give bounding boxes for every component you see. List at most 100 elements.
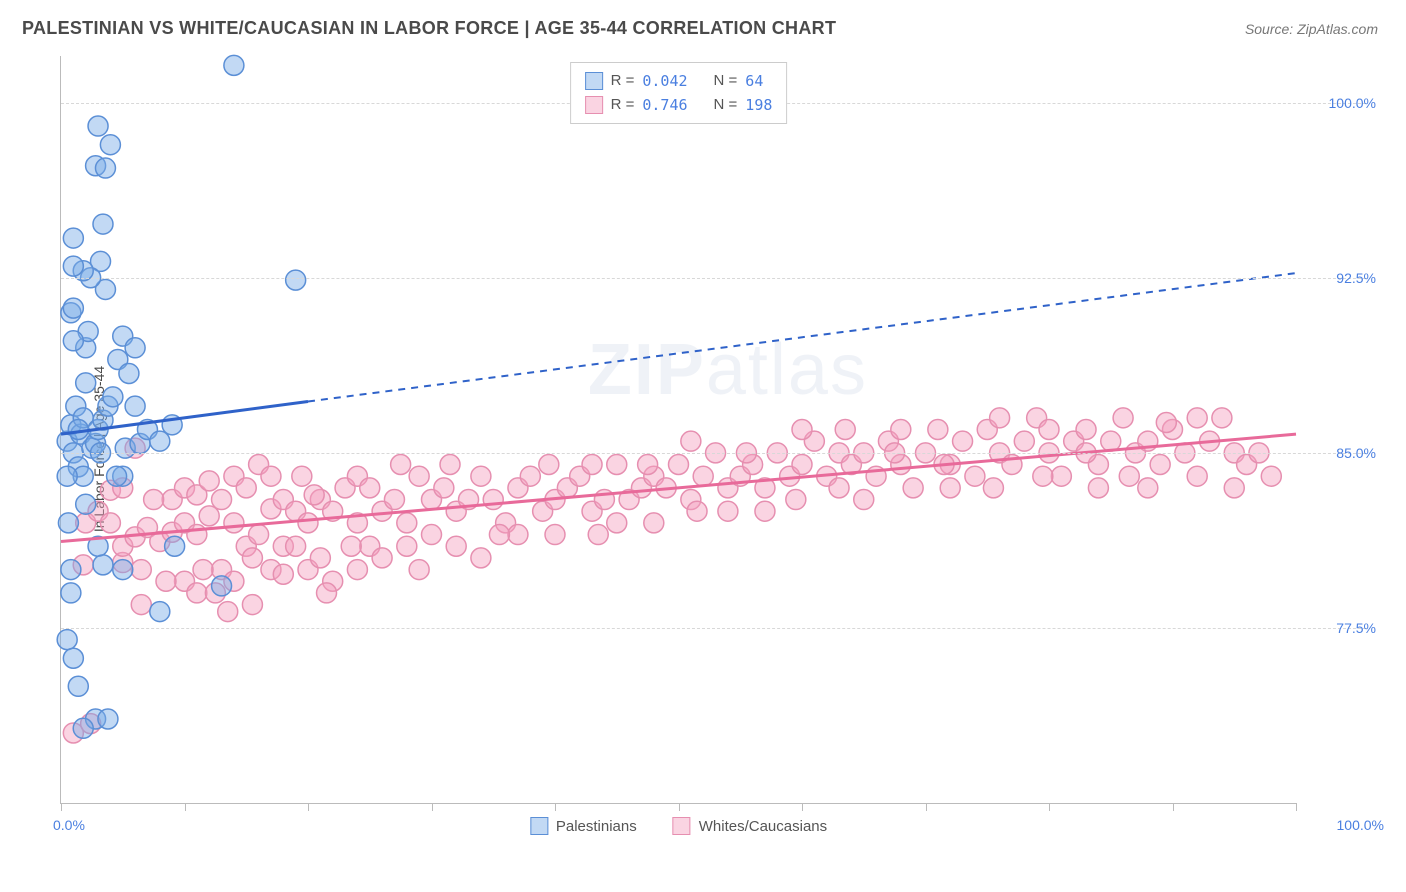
data-point-a <box>107 466 127 486</box>
n-label: N = <box>714 93 738 117</box>
data-point-b <box>792 455 812 475</box>
data-point-a <box>93 555 113 575</box>
data-point-b <box>261 466 281 486</box>
data-point-b <box>891 420 911 440</box>
data-point-b <box>372 548 392 568</box>
x-max-label: 100.0% <box>1337 817 1384 833</box>
data-point-b <box>1076 420 1096 440</box>
data-point-b <box>1113 408 1133 428</box>
data-point-b <box>187 583 207 603</box>
data-point-a <box>61 560 81 580</box>
data-point-a <box>119 363 139 383</box>
data-point-b <box>298 513 318 533</box>
data-point-b <box>434 478 454 498</box>
data-point-b <box>990 408 1010 428</box>
data-point-b <box>588 525 608 545</box>
data-point-b <box>607 513 627 533</box>
data-point-a <box>61 583 81 603</box>
data-point-b <box>483 490 503 510</box>
data-point-a <box>150 602 170 622</box>
x-origin-label: 0.0% <box>53 817 85 833</box>
x-tick <box>432 803 433 811</box>
x-tick <box>1049 803 1050 811</box>
legend-row-b: R = 0.746 N = 198 <box>585 93 773 117</box>
data-point-b <box>242 548 262 568</box>
data-point-b <box>304 485 324 505</box>
data-point-b <box>1187 466 1207 486</box>
data-point-a <box>95 158 115 178</box>
chart-area: In Labor Force | Age 35-44 ZIPatlas R = … <box>22 56 1386 842</box>
data-point-a <box>63 331 83 351</box>
data-point-a <box>93 214 113 234</box>
data-point-b <box>212 490 232 510</box>
y-tick-label: 77.5% <box>1336 620 1376 636</box>
legend-swatch-b <box>673 817 691 835</box>
data-point-b <box>397 513 417 533</box>
data-point-b <box>347 560 367 580</box>
data-point-b <box>829 478 849 498</box>
data-point-b <box>1150 455 1170 475</box>
gridline <box>61 453 1366 454</box>
data-point-b <box>187 525 207 545</box>
data-point-b <box>242 595 262 615</box>
data-point-b <box>903 478 923 498</box>
data-point-a <box>150 431 170 451</box>
data-point-b <box>360 478 380 498</box>
data-point-b <box>983 478 1003 498</box>
r-value-a: 0.042 <box>642 69 687 93</box>
legend-swatch-b <box>585 96 603 114</box>
x-tick <box>802 803 803 811</box>
n-value-a: 64 <box>745 69 763 93</box>
data-point-b <box>687 501 707 521</box>
data-point-b <box>965 466 985 486</box>
data-point-a <box>224 55 244 75</box>
data-point-a <box>125 338 145 358</box>
y-tick-label: 85.0% <box>1336 445 1376 461</box>
data-point-b <box>471 548 491 568</box>
data-point-b <box>681 431 701 451</box>
data-point-b <box>131 595 151 615</box>
data-point-b <box>236 478 256 498</box>
data-point-a <box>73 718 93 738</box>
data-point-a <box>165 536 185 556</box>
n-label: N = <box>714 69 738 93</box>
data-point-b <box>1212 408 1232 428</box>
data-point-b <box>1033 466 1053 486</box>
data-point-b <box>508 525 528 545</box>
chart-title: PALESTINIAN VS WHITE/CAUCASIAN IN LABOR … <box>22 18 836 39</box>
data-point-b <box>193 560 213 580</box>
data-point-b <box>471 466 491 486</box>
legend-label-b: Whites/Caucasians <box>699 818 827 835</box>
data-point-b <box>786 490 806 510</box>
data-point-b <box>199 506 219 526</box>
x-tick <box>555 803 556 811</box>
data-point-a <box>68 676 88 696</box>
data-point-b <box>520 466 540 486</box>
legend-label-a: Palestinians <box>556 818 637 835</box>
data-point-a <box>58 513 78 533</box>
data-point-b <box>397 536 417 556</box>
data-point-b <box>940 478 960 498</box>
legend-row-a: R = 0.042 N = 64 <box>585 69 773 93</box>
x-tick <box>1296 803 1297 811</box>
r-value-b: 0.746 <box>642 93 687 117</box>
data-point-b <box>489 525 509 545</box>
data-point-b <box>1156 412 1176 432</box>
data-point-b <box>1051 466 1071 486</box>
data-point-a <box>98 709 118 729</box>
data-point-b <box>928 420 948 440</box>
data-point-a <box>113 560 133 580</box>
data-point-b <box>835 420 855 440</box>
plot-region: ZIPatlas R = 0.042 N = 64 R = 0.746 <box>60 56 1296 804</box>
r-label: R = <box>611 93 635 117</box>
data-point-b <box>1014 431 1034 451</box>
data-point-a <box>63 228 83 248</box>
data-point-a <box>103 387 123 407</box>
data-point-a <box>63 648 83 668</box>
series-legend: Palestinians Whites/Caucasians <box>530 817 827 835</box>
data-point-a <box>286 270 306 290</box>
data-point-a <box>100 135 120 155</box>
data-point-b <box>718 501 738 521</box>
data-point-b <box>310 548 330 568</box>
data-point-b <box>409 466 429 486</box>
